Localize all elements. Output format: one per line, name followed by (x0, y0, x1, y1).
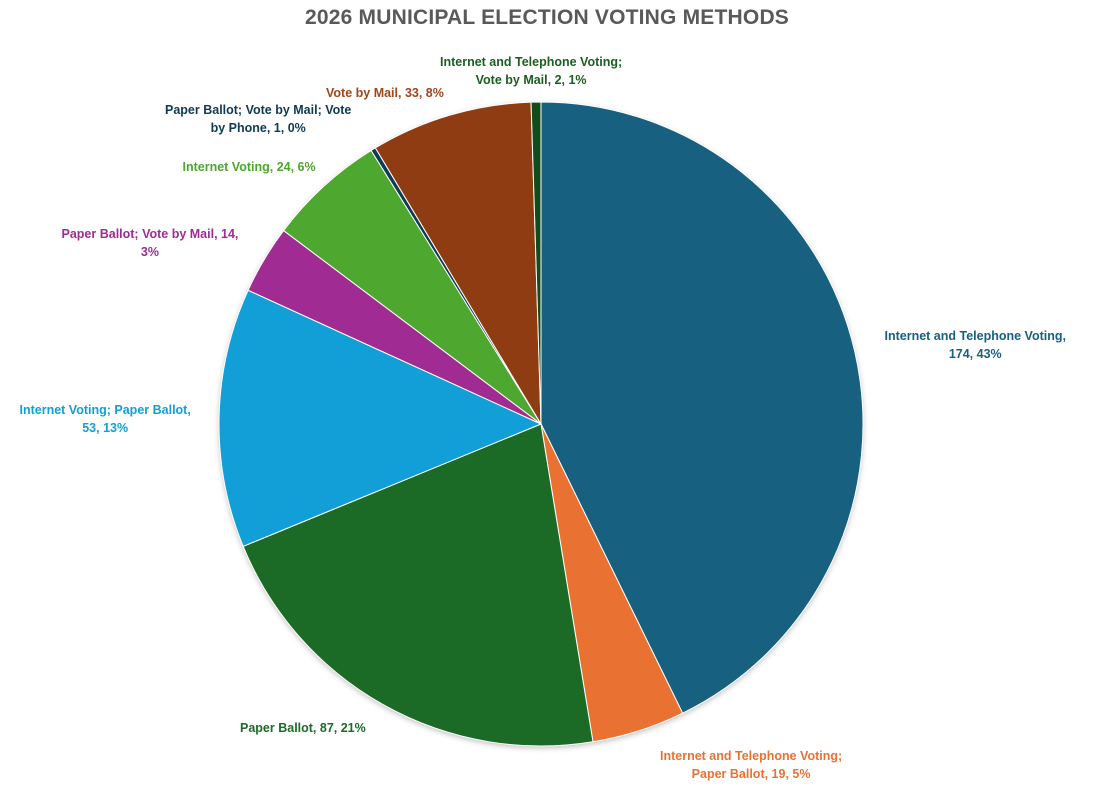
data-label-4-line-1: Internet Voting; Paper Ballot, (19, 403, 191, 417)
chart-title: 2026 MUNICIPAL ELECTION VOTING METHODS (304, 6, 790, 29)
data-label-7-line-2: by Phone, 1, 0% (210, 121, 306, 135)
data-label-9: Internet and Telephone Voting; Vote by Ma… (440, 53, 622, 89)
pie-slices (218, 101, 864, 747)
data-label-9-line-2: Vote by Mail, 2, 1% (475, 73, 587, 87)
data-label-4: Internet Voting; Paper Ballot, 53, 13% (20, 401, 191, 437)
data-label-9-line-1: Internet and Telephone Voting; (440, 55, 623, 69)
pie-slice-8 (374, 101, 542, 426)
data-label-1: Internet and Telephone Voting, 174, 43% (885, 327, 1066, 363)
data-label-1-line-1: Internet and Telephone Voting, (884, 329, 1066, 343)
data-label-1-line-2: 174, 43% (948, 347, 1002, 361)
data-label-2-line-1: Internet and Telephone Voting; (660, 749, 843, 763)
data-label-7-line-1: Paper Ballot; Vote by Mail; Vote (165, 103, 352, 117)
pie-slice-1 (540, 101, 864, 714)
data-label-6-line-1: Internet Voting, 24, 6% (182, 160, 316, 174)
data-label-5-line-2: 3% (140, 245, 159, 259)
data-label-3: Paper Ballot, 87, 21% (240, 719, 366, 737)
data-label-8-line-1: Vote by Mail, 33, 8% (326, 86, 444, 100)
data-label-4-line-2: 53, 13% (82, 421, 129, 435)
data-label-8: Vote by Mail, 33, 8% (326, 84, 444, 102)
data-label-6: Internet Voting, 24, 6% (183, 158, 316, 176)
pie-slice-9 (530, 101, 542, 425)
data-label-5-line-1: Paper Ballot; Vote by Mail, 14, (61, 227, 239, 241)
data-label-5: Paper Ballot; Vote by Mail, 14, 3% (62, 225, 239, 261)
data-label-2-line-2: Paper Ballot, 19, 5% (691, 767, 811, 781)
data-label-2: Internet and Telephone Voting; Paper Ball… (660, 747, 842, 783)
data-label-7: Paper Ballot; Vote by Mail; Vote by Phone… (165, 101, 351, 137)
pie-slice-3 (242, 423, 594, 747)
data-label-3-line-1: Paper Ballot, 87, 21% (240, 721, 366, 735)
pie-slice-4 (218, 289, 543, 548)
